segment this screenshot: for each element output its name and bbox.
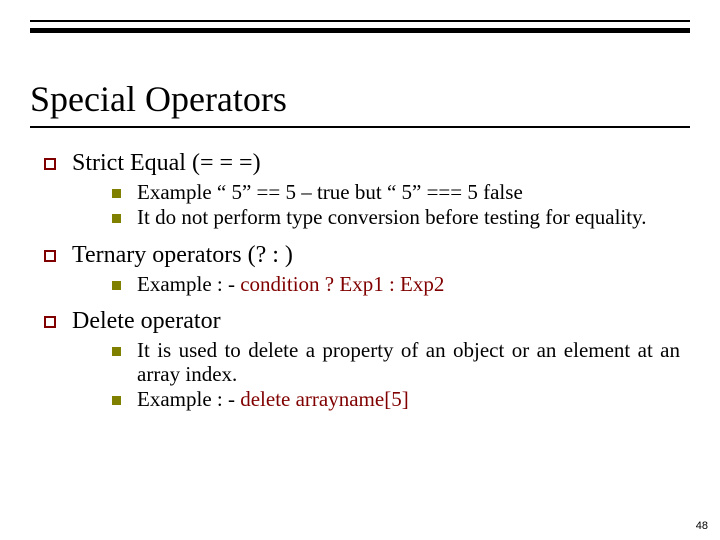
sub-list-item: Example : - delete arrayname[5] [72, 388, 680, 412]
filled-square-bullet-icon [112, 347, 121, 356]
list-item-label: Ternary operators (? : ) [72, 242, 680, 269]
page-number: 48 [696, 520, 708, 532]
text-run: Example “ 5” == 5 – true but “ 5” === 5 … [137, 180, 523, 204]
sub-bullet-list: Example “ 5” == 5 – true but “ 5” === 5 … [72, 181, 680, 230]
text-run: It do not perform type conversion before… [137, 205, 647, 229]
accent-text: condition ? Exp1 : Exp2 [240, 272, 444, 296]
sub-bullet-list: Example : - condition ? Exp1 : Exp2 [72, 273, 680, 297]
text-run: It is used to delete a property of an ob… [137, 338, 680, 386]
decorative-rule-thin [30, 20, 690, 22]
sub-list-item-text: It is used to delete a property of an ob… [137, 339, 680, 386]
slide: Special Operators Strict Equal (= = =) Ex… [0, 0, 720, 540]
sub-list-item: Example : - condition ? Exp1 : Exp2 [72, 273, 680, 297]
title-underline [30, 126, 690, 128]
accent-text: delete arrayname[5] [240, 387, 408, 411]
hollow-square-bullet-icon [44, 158, 56, 170]
list-item-label: Delete operator [72, 308, 680, 335]
hollow-square-bullet-icon [44, 316, 56, 328]
list-item-body: Delete operator It is used to delete a pr… [72, 308, 680, 417]
list-item-label: Strict Equal (= = =) [72, 150, 680, 177]
sub-list-item: Example “ 5” == 5 – true but “ 5” === 5 … [72, 181, 680, 205]
list-item-body: Ternary operators (? : ) Example : - cond… [72, 242, 680, 302]
title-area: Special Operators [30, 78, 690, 128]
text-run: Example : - [137, 387, 240, 411]
sub-list-item: It is used to delete a property of an ob… [72, 339, 680, 386]
list-item: Strict Equal (= = =) Example “ 5” == 5 – … [40, 150, 680, 236]
list-item: Ternary operators (? : ) Example : - cond… [40, 242, 680, 302]
bullet-list: Strict Equal (= = =) Example “ 5” == 5 – … [40, 150, 680, 418]
decorative-rule-thick [30, 28, 690, 33]
sub-list-item-text: Example : - condition ? Exp1 : Exp2 [137, 273, 680, 297]
filled-square-bullet-icon [112, 189, 121, 198]
text-run: Example : - [137, 272, 240, 296]
hollow-square-bullet-icon [44, 250, 56, 262]
list-item-body: Strict Equal (= = =) Example “ 5” == 5 – … [72, 150, 680, 236]
list-item: Delete operator It is used to delete a pr… [40, 308, 680, 417]
sub-list-item-text: Example “ 5” == 5 – true but “ 5” === 5 … [137, 181, 680, 205]
sub-list-item: It do not perform type conversion before… [72, 206, 680, 230]
slide-title: Special Operators [30, 78, 690, 120]
sub-list-item-text: It do not perform type conversion before… [137, 206, 680, 230]
filled-square-bullet-icon [112, 214, 121, 223]
sub-bullet-list: It is used to delete a property of an ob… [72, 339, 680, 412]
filled-square-bullet-icon [112, 396, 121, 405]
filled-square-bullet-icon [112, 281, 121, 290]
slide-body: Strict Equal (= = =) Example “ 5” == 5 – … [40, 150, 680, 424]
sub-list-item-text: Example : - delete arrayname[5] [137, 388, 680, 412]
